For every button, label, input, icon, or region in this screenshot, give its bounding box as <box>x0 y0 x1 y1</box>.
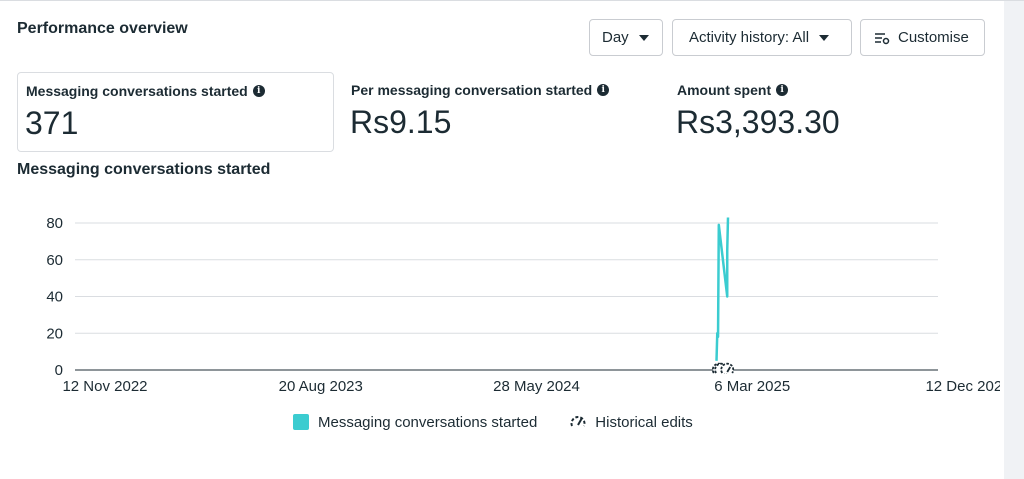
legend-series-label[interactable]: Messaging conversations started <box>318 414 537 431</box>
page-title: Performance overview <box>17 20 188 38</box>
metric-value: Rs9.15 <box>350 104 451 141</box>
y-tick-label: 20 <box>46 325 63 342</box>
legend-historical-edits[interactable]: Historical edits <box>569 413 693 431</box>
metric-value: 371 <box>25 105 78 142</box>
x-tick-label: 28 May 2024 <box>493 378 580 395</box>
day-dropdown-label: Day <box>602 29 629 46</box>
customise-icon <box>874 31 890 45</box>
metric-label-text: Messaging conversations started <box>26 83 248 99</box>
y-tick-label: 60 <box>46 252 63 269</box>
day-dropdown[interactable]: Day <box>589 19 663 56</box>
activity-history-label: Activity history: All <box>689 29 809 46</box>
metric-label: Amount spent i <box>677 82 788 98</box>
info-icon[interactable]: i <box>776 84 788 96</box>
legend-edits-label: Historical edits <box>595 414 693 431</box>
x-tick-label: 20 Aug 2023 <box>279 378 363 395</box>
metric-label: Per messaging conversation started i <box>351 82 609 98</box>
line-chart: 0 20 40 60 80 12 Nov 2022 20 Aug 2023 28 May 20… <box>0 200 1000 400</box>
series-line <box>717 217 728 360</box>
caret-down-icon <box>819 35 829 41</box>
chart-title: Messaging conversations started <box>17 161 270 179</box>
activity-history-dropdown[interactable]: Activity history: All <box>672 19 852 56</box>
customise-button[interactable]: Customise <box>860 19 985 56</box>
metric-card-conversations[interactable]: Messaging conversations started i 371 <box>17 72 334 152</box>
historical-edit-marker[interactable] <box>721 364 733 373</box>
y-tick-label: 40 <box>46 289 63 306</box>
customise-label: Customise <box>898 29 969 46</box>
info-icon[interactable]: i <box>597 84 609 96</box>
y-tick-label: 80 <box>46 215 63 232</box>
metric-label-text: Amount spent <box>677 82 771 98</box>
metric-label-text: Per messaging conversation started <box>351 82 592 98</box>
metric-value: Rs3,393.30 <box>676 104 840 141</box>
top-divider <box>0 0 1024 1</box>
metric-label: Messaging conversations started i <box>26 83 265 99</box>
x-tick-label: 12 Nov 2022 <box>62 378 147 395</box>
metric-card-cost-per-conversation[interactable]: Per messaging conversation started i Rs9… <box>343 72 643 152</box>
legend-swatch <box>293 414 309 430</box>
x-tick-label: 12 Dec 2025 <box>925 378 1000 395</box>
info-icon[interactable]: i <box>253 85 265 97</box>
x-tick-label: 6 Mar 2025 <box>714 378 790 395</box>
y-tick-label: 0 <box>55 362 63 379</box>
historical-edits-icon <box>569 413 587 431</box>
caret-down-icon <box>639 35 649 41</box>
metric-card-amount-spent[interactable]: Amount spent i Rs3,393.30 <box>669 72 969 152</box>
chart-legend: Messaging conversations started Historic… <box>293 413 693 431</box>
